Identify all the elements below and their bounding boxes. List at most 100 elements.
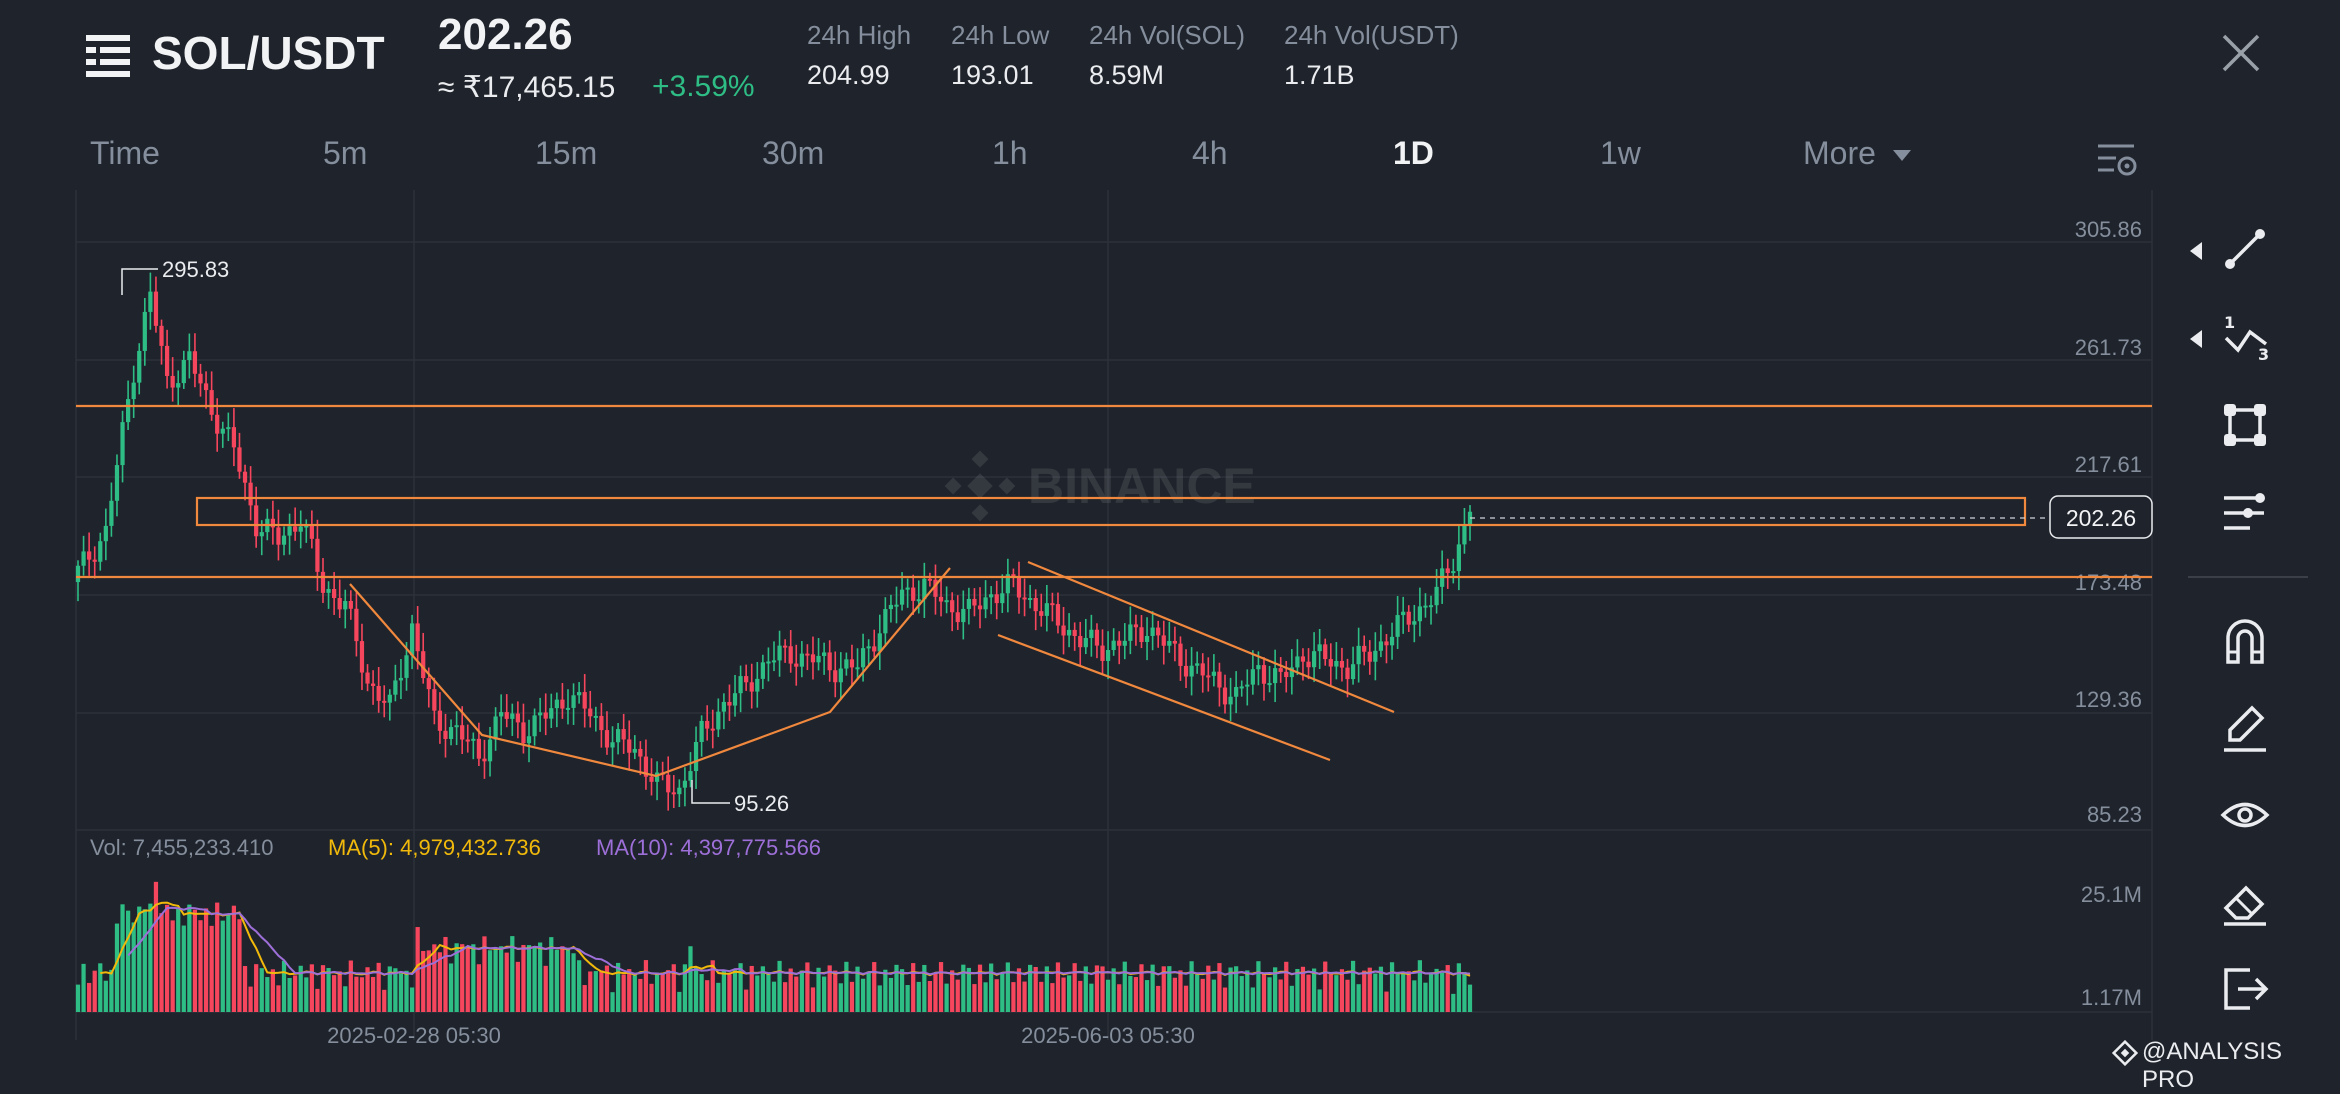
volume-bar <box>142 909 147 1012</box>
tab-15m[interactable]: 15m <box>535 135 598 171</box>
candle-body <box>237 447 242 472</box>
pen-tool[interactable] <box>2190 698 2310 758</box>
volume-bar <box>565 948 571 1012</box>
volume-bar <box>120 904 125 1012</box>
time-tick: 2025-02-28 05:30 <box>327 1023 501 1048</box>
volume-bar <box>1278 979 1283 1012</box>
current-price-tag[interactable]: 202.26 <box>2049 495 2153 539</box>
volume-bar <box>1094 965 1100 1012</box>
volume-bar <box>627 969 632 1012</box>
candle-body <box>1167 640 1172 646</box>
tab-time[interactable]: Time <box>90 135 160 171</box>
candle-body <box>1178 643 1183 666</box>
volume-bar <box>1150 964 1155 1012</box>
volume-bar <box>1467 984 1473 1012</box>
candle-body <box>1373 650 1378 662</box>
candle-body <box>170 375 175 388</box>
candle-body <box>1384 641 1389 646</box>
pattern-polyline[interactable] <box>349 567 951 778</box>
candle-body <box>304 525 309 528</box>
tab-more[interactable]: More <box>1803 135 1913 172</box>
candle-body <box>499 712 504 717</box>
volume-bar <box>209 925 214 1012</box>
candle-body <box>860 648 866 668</box>
svg-text:3: 3 <box>2258 345 2269 362</box>
candle-body <box>1078 636 1083 648</box>
volume-bar <box>1261 973 1267 1012</box>
volume-bar <box>1066 975 1072 1012</box>
volume-bar <box>760 966 765 1012</box>
candle-body <box>621 729 626 740</box>
volume-bar <box>1451 993 1456 1012</box>
volume-bar <box>365 967 370 1012</box>
volume-bar <box>705 980 710 1012</box>
eraser-tool[interactable] <box>2190 872 2310 932</box>
candle-body <box>582 692 587 709</box>
volume-bar <box>1395 972 1400 1012</box>
candle-body <box>654 772 660 782</box>
candle-body <box>460 725 465 740</box>
volume-bar <box>337 971 342 1012</box>
volume-legend: Vol: 7,455,233.410 MA(5): 4,979,432.736 … <box>90 835 821 860</box>
visibility-tool[interactable] <box>2190 786 2310 846</box>
tab-4h[interactable]: 4h <box>1192 135 1228 171</box>
exit-tool[interactable] <box>2190 960 2310 1020</box>
candle-body <box>259 532 264 537</box>
volume-bar <box>721 970 727 1012</box>
volume-bar <box>265 977 270 1012</box>
candle-body <box>1334 660 1339 667</box>
candle-body <box>1345 667 1350 680</box>
candle-body <box>81 551 86 566</box>
tab-1d[interactable]: 1D <box>1393 135 1434 171</box>
volume-bar <box>833 970 838 1012</box>
magnet-icon <box>2226 619 2264 664</box>
caret-down-icon <box>1892 149 1911 161</box>
candle-body <box>777 645 782 661</box>
fibonacci-tool[interactable]: 1 3 <box>2190 308 2310 368</box>
channel-bottom-line[interactable] <box>997 633 1331 762</box>
volume-bar <box>732 970 738 1012</box>
volume-bar <box>315 988 320 1012</box>
resistance-zone[interactable] <box>195 496 2027 527</box>
tab-5m[interactable]: 5m <box>323 135 368 171</box>
price-chart[interactable]: BINANCE 305.86 261.73 217.61 173.48 129.… <box>0 190 2160 1050</box>
volume-bar <box>153 881 159 1012</box>
candle-body <box>966 598 971 609</box>
indicator-icon <box>2224 493 2265 530</box>
tab-1w[interactable]: 1w <box>1600 135 1641 171</box>
tab-1h[interactable]: 1h <box>992 135 1028 171</box>
candle-body <box>404 655 409 678</box>
magnet-tool[interactable] <box>2190 612 2310 672</box>
expand-arrow-icon[interactable] <box>2190 330 2202 348</box>
volume-bar <box>443 936 448 1012</box>
volume-bar <box>727 974 732 1012</box>
candle-body <box>1211 671 1216 676</box>
candle-body <box>682 780 688 788</box>
volume-bar <box>203 908 209 1012</box>
trend-line-tool[interactable] <box>2190 220 2310 280</box>
volume-bar <box>499 946 504 1012</box>
chart-settings-icon[interactable] <box>2096 140 2138 180</box>
volume-bar <box>1273 967 1278 1012</box>
indicator-tool[interactable] <box>2190 484 2310 544</box>
menu-icon[interactable] <box>86 33 130 77</box>
pair-title[interactable]: SOL/USDT <box>152 27 385 79</box>
candle-body <box>588 708 593 717</box>
candle-body <box>1401 611 1406 616</box>
shape-tool[interactable] <box>2190 396 2310 456</box>
candle-body <box>125 399 131 423</box>
channel-top-line[interactable] <box>1027 560 1395 714</box>
candle-body <box>833 670 838 683</box>
volume-bar <box>298 965 303 1012</box>
volume-bar <box>293 975 298 1012</box>
volume-bar <box>198 920 203 1012</box>
price-tick: 217.61 <box>2075 452 2142 477</box>
candle-body <box>549 708 554 719</box>
close-icon[interactable] <box>2218 30 2264 76</box>
volume-bar <box>621 974 626 1012</box>
tab-30m[interactable]: 30m <box>762 135 825 171</box>
expand-arrow-icon[interactable] <box>2190 242 2202 260</box>
candle-body <box>972 598 977 606</box>
volume-bar <box>103 980 108 1012</box>
candle-body <box>387 694 392 703</box>
